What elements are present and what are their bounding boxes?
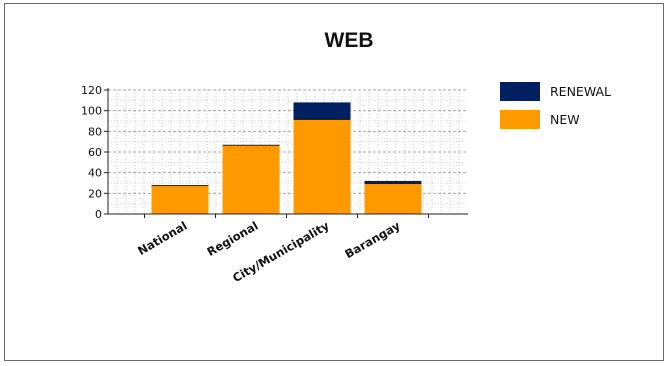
bar-new-1 <box>222 145 280 214</box>
bar-renewal-1 <box>222 144 280 146</box>
y-tick-label: 20 <box>88 187 102 200</box>
y-tick-label: 100 <box>81 105 102 118</box>
bars <box>151 102 422 214</box>
y-tick-label: 60 <box>88 146 102 159</box>
legend-label-renewal: RENEWAL <box>550 84 611 99</box>
chart-title: WEB <box>325 29 374 52</box>
legend: RENEWAL NEW <box>500 82 611 129</box>
y-axis-ticks: 0 20 40 60 80 100 120 <box>81 84 108 221</box>
x-tick-label: Regional <box>204 218 260 258</box>
legend-label-new: NEW <box>550 112 580 127</box>
x-tick-label: National <box>135 218 189 257</box>
bar-new-2 <box>293 119 351 214</box>
bar-new-0 <box>151 186 209 214</box>
bar-renewal-0 <box>151 185 209 187</box>
bar-new-3 <box>364 184 422 214</box>
y-tick-label: 0 <box>95 208 102 221</box>
bar-renewal-2 <box>293 102 351 120</box>
y-tick-label: 120 <box>81 84 102 97</box>
chart-frame: WEB 0 20 40 60 80 100 120 National Regional City… <box>4 3 664 361</box>
legend-swatch-new <box>500 110 540 129</box>
legend-swatch-renewal <box>500 82 540 101</box>
y-tick-label: 80 <box>88 125 102 138</box>
x-tick-label: Barangay <box>342 218 403 261</box>
bar-renewal-3 <box>364 180 422 185</box>
y-tick-label: 40 <box>88 167 102 180</box>
